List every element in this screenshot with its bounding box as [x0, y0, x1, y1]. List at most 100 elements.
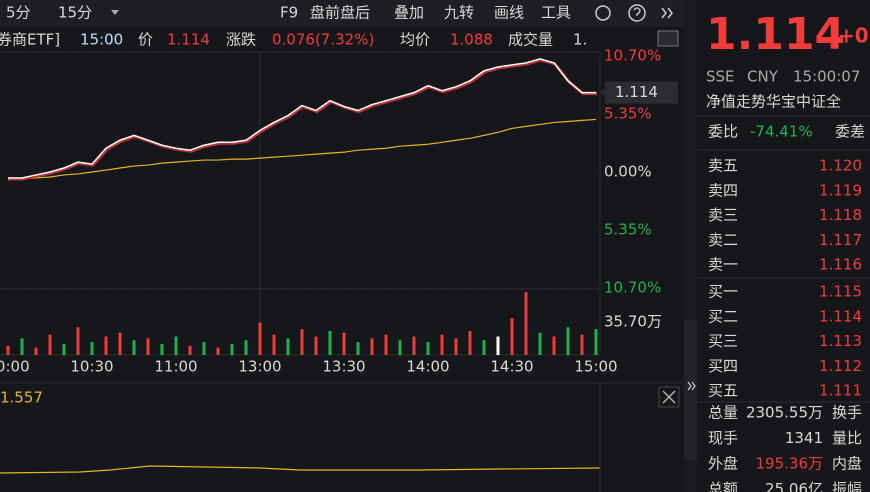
x-tick-label: 10:30 [70, 358, 113, 376]
collapse-glyph [687, 381, 696, 391]
change-label: 涨跌 [226, 31, 256, 49]
price-label: 价 [138, 31, 153, 49]
volume-bar [216, 347, 220, 355]
volume-bar [384, 334, 388, 355]
volume-bar [398, 340, 402, 355]
volume-bar [342, 332, 346, 355]
volume-bar [552, 336, 556, 355]
avg-value: 1.088 [450, 31, 493, 49]
currency: CNY [747, 68, 779, 86]
avg-line [7, 118, 597, 181]
volume-bar [34, 347, 38, 355]
volume-bar [580, 334, 584, 355]
bid-label: 买三 [708, 332, 738, 350]
fund-name: 券商ETF] [0, 31, 60, 49]
help-icon[interactable] [628, 4, 646, 22]
x-tick-label: 11:00 [154, 358, 197, 376]
sub-indicator-line [0, 465, 601, 474]
volume-bar [300, 329, 304, 355]
volume-bar [272, 334, 276, 355]
volume-bar [76, 327, 80, 355]
close-glyph [662, 390, 676, 404]
volume-bar [286, 338, 290, 355]
bid-label: 买一 [708, 283, 738, 301]
help-glyph [633, 7, 641, 16]
volume-bar [118, 332, 122, 355]
volume-bar [594, 329, 598, 355]
expand-icon[interactable] [661, 7, 673, 19]
volume-bar [538, 332, 542, 355]
y-tick-label: 0.00% [604, 163, 652, 181]
last-price-label: 1.114 [615, 83, 658, 101]
y-tick-label: 5.35% [604, 221, 652, 239]
settings-icon[interactable] [595, 5, 611, 21]
sub-panel-label: 1.557 [0, 389, 43, 407]
tool-draw[interactable]: 画线 [494, 4, 524, 22]
volume-bar [314, 336, 318, 355]
volume-bar [356, 342, 360, 355]
stat-label: 振幅 [832, 480, 862, 492]
avg-label: 均价 [400, 31, 430, 49]
ask-label: 卖五 [708, 157, 738, 175]
x-tick-label: 10:00 [0, 358, 30, 376]
weibi-value: -74.41% [750, 123, 813, 141]
volume-bar [440, 334, 444, 355]
tool-prepost[interactable]: 盘前盘后 [310, 4, 370, 22]
order-panel: 卖五 1.120 卖四 1.119 卖三 1.118 卖二 1.117 卖一 1.116 买一 1.1… [708, 157, 862, 492]
volume-tick-label: 35.70万 [604, 313, 662, 331]
bid-price: 1.112 [819, 357, 862, 375]
collapse-tab[interactable] [684, 320, 697, 460]
x-tick-label: 13:00 [238, 358, 281, 376]
stat-label: 现手 [708, 429, 738, 447]
tool-nine[interactable]: 九转 [444, 4, 474, 22]
ask-price: 1.119 [819, 181, 862, 199]
exchange: SSE [706, 68, 735, 86]
period-15[interactable]: 15分 [58, 4, 92, 22]
volume-bar [482, 340, 486, 355]
tool-tools[interactable]: 工具 [541, 4, 571, 22]
stat-value: 195.36万 [756, 455, 824, 473]
volume-bar [244, 340, 248, 355]
bid-label: 买四 [708, 357, 738, 375]
y-tick-label: 10.70% [604, 279, 661, 297]
tool-f9[interactable]: F9 [280, 4, 298, 22]
volume-bar [188, 345, 192, 355]
y-tick-label: 10.70% [604, 47, 661, 65]
x-tick-label: 15:00 [574, 358, 617, 376]
nav-title[interactable]: 净值走势华宝中证全 [706, 93, 841, 111]
ask-price: 1.120 [819, 157, 862, 175]
bid-label: 买五 [708, 382, 738, 400]
quote-time: 15:00:07 [793, 68, 860, 86]
volume-bar [454, 338, 458, 355]
volume-bar [146, 338, 150, 355]
volume-bar [160, 343, 164, 355]
close-sub-panel[interactable] [658, 386, 680, 408]
stat-label: 外盘 [708, 455, 738, 473]
dropdown-icon[interactable] [111, 10, 119, 15]
bid-label: 买二 [708, 307, 738, 325]
weibi-label: 委比 [708, 123, 738, 141]
stat-label: 换手 [832, 404, 862, 422]
ask-label: 卖二 [708, 231, 738, 249]
tool-overlay[interactable]: 叠加 [394, 4, 424, 22]
volume-bar [370, 338, 374, 355]
volume-bar [328, 330, 332, 355]
stat-value: 2305.55万 [746, 404, 823, 422]
stat-value: 1341 [785, 429, 823, 447]
volume-bar [174, 336, 178, 355]
bid-price: 1.111 [819, 382, 862, 400]
ask-label: 卖三 [708, 206, 738, 224]
x-tick-label: 14:00 [406, 358, 449, 376]
wp-icon[interactable] [657, 30, 679, 47]
x-tick-label: 13:30 [322, 358, 365, 376]
volume-bar [258, 322, 262, 355]
volume-bar [510, 318, 514, 355]
last-price-box [605, 81, 678, 104]
weicha-label: 委差 [835, 123, 865, 141]
bid-price: 1.113 [819, 332, 862, 350]
period-5[interactable]: 5分 [6, 4, 31, 22]
volume-bar [412, 336, 416, 355]
volume-bar [104, 336, 108, 355]
last-price-pointer [600, 87, 606, 98]
